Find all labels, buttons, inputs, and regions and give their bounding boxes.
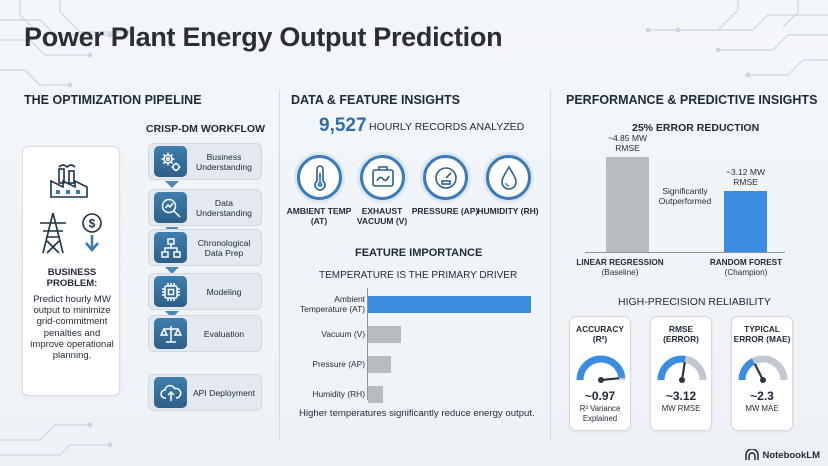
data-label: ~4.85 MW RMSE	[608, 133, 647, 153]
metric-description: R² Variance Explained	[579, 404, 621, 423]
scales-icon	[154, 318, 187, 349]
step-chronological-data-prep: Chronological Data Prep	[148, 229, 262, 266]
step-label: Modeling	[206, 286, 242, 297]
step-api-deployment: API Deployment	[148, 374, 262, 411]
step-business-understanding: Business Understanding	[148, 143, 262, 180]
metric-card-accuracy: ACCURACY (R²) ~0.97 R² Variance Explaine…	[569, 316, 631, 431]
pipeline-heading: THE OPTIMIZATION PIPELINE	[24, 93, 202, 107]
svg-text:$: $	[89, 217, 96, 231]
step-data-understanding: Data Understanding	[148, 189, 262, 226]
category-name: LINEAR REGRESSION	[576, 258, 664, 267]
step-label: Evaluation	[203, 328, 245, 339]
reliability-title: HIGH-PRECISION RELIABILITY	[618, 296, 771, 308]
feature-label: HUMIDITY (RH)	[477, 206, 539, 216]
bar	[368, 386, 383, 403]
metric-value: ~3.12	[665, 389, 697, 403]
record-count: 9,527	[319, 115, 367, 136]
bar-label: Vacuum (V)	[321, 329, 365, 339]
performance-heading: PERFORMANCE & PREDICTIVE INSIGHTS	[566, 93, 818, 107]
chart-axis	[585, 252, 785, 253]
gears-icon	[154, 146, 187, 177]
section-divider	[550, 90, 551, 440]
metric-title: RMSE (ERROR)	[663, 324, 699, 344]
notebooklm-icon	[745, 449, 760, 460]
category-role: (Baseline)	[601, 268, 639, 277]
metric-card-mae: TYPICAL ERROR (MAE) ~2.3 MW MAE	[731, 316, 793, 431]
power-tower-icon	[40, 212, 66, 254]
gauge-icon	[576, 355, 626, 383]
bar	[368, 296, 531, 313]
metric-title: ACCURACY (R²)	[576, 324, 624, 344]
step-arrow	[165, 181, 179, 188]
bar	[368, 356, 391, 373]
step-modeling: Modeling	[148, 273, 262, 310]
category-name: RANDOM FOREST	[709, 258, 783, 267]
flowchart-icon	[154, 232, 187, 263]
bar-label: Humidity (RH)	[312, 389, 365, 399]
feature-humidity	[486, 155, 531, 200]
feature-importance-subtitle: TEMPERATURE IS THE PRIMARY DRIVER	[319, 270, 518, 281]
feature-importance-title: FEATURE IMPORTANCE	[355, 247, 483, 259]
thermometer-icon	[313, 164, 326, 191]
page-title: Power Plant Energy Output Prediction	[24, 22, 503, 52]
section-divider	[279, 90, 280, 440]
bar	[724, 191, 767, 252]
business-problem-title: BUSINESS PROBLEM:	[46, 267, 98, 289]
step-arrow	[165, 267, 179, 274]
step-arrow	[165, 311, 179, 318]
bar-label: Ambient Temperature (AT)	[300, 294, 365, 314]
magnifier-chart-icon	[154, 192, 187, 223]
data-label: ~3.12 MW RMSE	[726, 167, 765, 187]
business-problem-text: Predict hourly MW output to minimize gri…	[30, 294, 114, 362]
vacuum-icon	[371, 165, 394, 187]
factory-icon	[50, 164, 88, 198]
circuit-decoration-bottom-left	[0, 422, 113, 456]
pressure-gauge-icon	[434, 166, 457, 189]
feature-ambient-temp	[297, 155, 342, 200]
metric-card-rmse: RMSE (ERROR) ~3.12 MW RMSE	[650, 316, 712, 431]
feature-importance-note: Higher temperatures significantly reduce…	[299, 408, 535, 419]
metric-title: TYPICAL ERROR (MAE)	[733, 324, 791, 344]
category-label-linear-regression: LINEAR REGRESSION (Baseline)	[570, 258, 670, 278]
bar-label: Pressure (AP)	[312, 359, 365, 369]
category-role: (Champion)	[724, 268, 768, 277]
brand-name: NotebookLM	[762, 449, 820, 461]
feature-pressure	[423, 155, 468, 200]
step-label: Business Understanding	[196, 151, 252, 172]
step-label: API Deployment	[192, 387, 256, 398]
metric-description: MW RMSE	[661, 404, 701, 413]
cloud-upload-icon	[154, 377, 187, 408]
feature-label: AMBIENT TEMP (AT)	[286, 206, 352, 226]
brand-logo: NotebookLM	[745, 449, 820, 461]
feature-exhaust-vacuum	[360, 155, 405, 200]
workflow-title: CRISP-DM WORKFLOW	[146, 123, 265, 135]
droplet-icon	[500, 164, 517, 190]
bar	[606, 157, 649, 252]
bar	[368, 326, 401, 343]
chart-axis	[367, 288, 368, 400]
gauge-icon	[657, 355, 707, 383]
feature-label: PRESSURE (AP)	[411, 206, 479, 216]
insights-heading: DATA & FEATURE INSIGHTS	[291, 93, 460, 107]
metric-value: ~0.97	[584, 389, 616, 403]
comparison-note: Significantly Outperformed	[658, 186, 712, 206]
dollar-down-icon: $	[82, 213, 102, 252]
step-label: Data Understanding	[196, 197, 252, 218]
step-label: Chronological Data Prep	[197, 237, 251, 258]
record-label: HOURLY RECORDS ANALYZED	[369, 121, 525, 133]
metric-value: ~2.3	[750, 389, 774, 403]
chip-icon	[154, 276, 187, 307]
category-label-random-forest: RANDOM FOREST (Champion)	[696, 258, 796, 278]
feature-label: EXHAUST VACUUM (V)	[356, 206, 408, 226]
error-reduction-title: 25% ERROR REDUCTION	[632, 122, 760, 134]
step-evaluation: Evaluation	[148, 315, 262, 352]
business-problem-card: $ BUSINESS PROBLEM: Predict hourly MW ou…	[22, 146, 120, 396]
gauge-icon	[738, 355, 788, 383]
metric-description: MW MAE	[745, 404, 779, 413]
